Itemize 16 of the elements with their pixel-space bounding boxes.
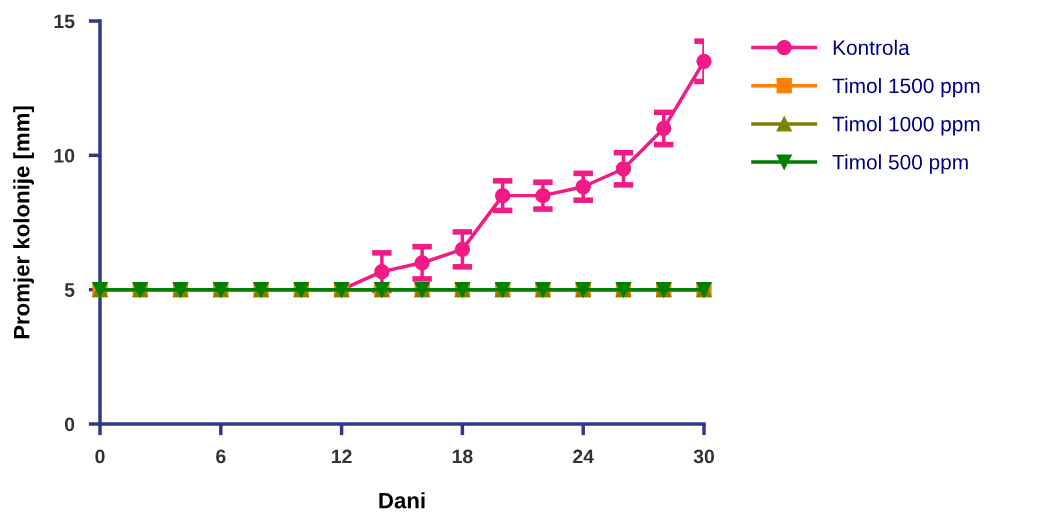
legend-label: Timol 1000 ppm xyxy=(832,116,980,136)
x-tick-label: 6 xyxy=(216,449,226,464)
x-tick-label: 30 xyxy=(693,449,715,464)
y-tick-label: 15 xyxy=(54,14,75,29)
x-tick-label: 12 xyxy=(332,449,352,464)
legend-label: Timol 1500 ppm xyxy=(832,77,980,98)
y-axis-title: Promjer kolonije [mm] xyxy=(13,106,34,339)
legend-label: Kontrola xyxy=(833,39,910,56)
y-tick-label: 0 xyxy=(64,417,75,432)
x-tick-label: 18 xyxy=(452,449,473,464)
x-tick-label: 24 xyxy=(573,449,594,464)
y-tick-label: 10 xyxy=(54,148,75,163)
x-tick-label: 0 xyxy=(95,449,105,464)
y-tick-label: 5 xyxy=(64,283,75,297)
legend-label: Timol 500 ppm xyxy=(832,154,968,174)
x-axis-title: Dani xyxy=(379,492,425,509)
